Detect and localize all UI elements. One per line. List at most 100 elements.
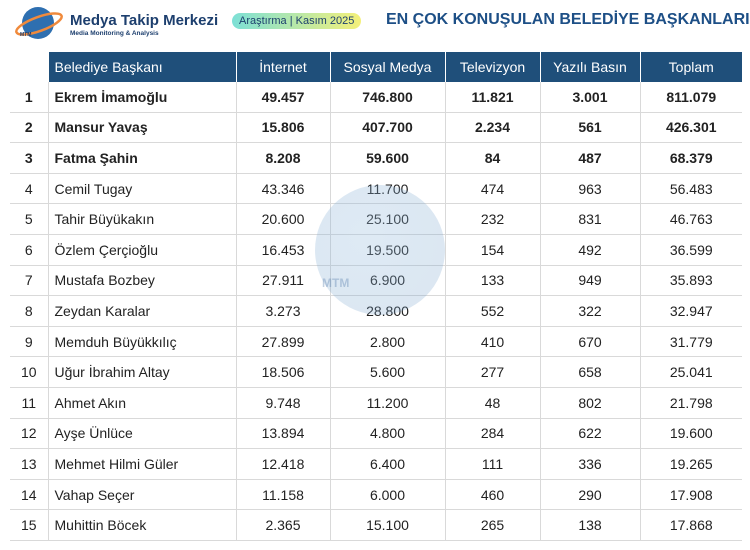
row: 12 Ayşe Ünlüce 13.894 4.800 284 622 19.600: [10, 418, 742, 450]
cell: 20.600: [235, 203, 330, 235]
cell: 16.453: [235, 234, 330, 266]
brand: Medya Takip Merkezi: [70, 12, 219, 29]
cell: 27.911: [235, 265, 330, 297]
cell: 284: [444, 418, 540, 450]
cell: 18.506: [235, 356, 330, 388]
cell: 21.798: [639, 387, 742, 419]
header-cell: Sosyal Medya: [329, 52, 445, 82]
cell: 154: [444, 234, 540, 266]
cell: 8.208: [235, 142, 330, 174]
cell: Muhittin Böcek: [47, 509, 236, 541]
logo: [15, 7, 63, 39]
cell: 43.346: [235, 173, 330, 205]
row: 10 Uğur İbrahim Altay 18.506 5.600 277 658 25.…: [10, 356, 742, 388]
cell: 949: [539, 265, 640, 297]
cell: 19.265: [639, 448, 742, 480]
cell: 27.899: [235, 326, 330, 358]
cell: 31.779: [639, 326, 742, 358]
cell: 426.301: [639, 112, 742, 144]
cell: 19.600: [639, 418, 742, 450]
cell: 19.500: [329, 234, 445, 266]
header-cell: Toplam: [639, 52, 742, 82]
row: 9 Memduh Büyükkılıç 27.899 2.800 410 670 31.77…: [10, 326, 742, 358]
logo-orbit: [15, 12, 63, 36]
cell: 12.418: [235, 448, 330, 480]
cell: Mustafa Bozbey: [47, 265, 236, 297]
header: MTM Medya Takip Merkezi Media Monitoring…: [0, 0, 750, 48]
cell: 5: [10, 203, 48, 235]
cell: 322: [539, 295, 640, 327]
cell: 10: [10, 356, 48, 388]
cell: 670: [539, 326, 640, 358]
cell: 2.800: [329, 326, 445, 358]
cell: Uğur İbrahim Altay: [47, 356, 236, 388]
cell: 36.599: [639, 234, 742, 266]
watermark: [315, 185, 445, 315]
cell: 138: [539, 509, 640, 541]
badge: Araştırma | Kasım 2025: [232, 13, 362, 29]
cell: Memduh Büyükkılıç: [47, 326, 236, 358]
cell: Mansur Yavaş: [47, 112, 236, 144]
cell: 12: [10, 418, 48, 450]
cell: 7: [10, 265, 48, 297]
cell: 17.908: [639, 479, 742, 511]
cell: 111: [444, 448, 540, 480]
cell: 9.748: [235, 387, 330, 419]
cell: 28.800: [329, 295, 445, 327]
header-cell: Televizyon: [444, 52, 540, 82]
cell: Ahmet Akın: [47, 387, 236, 419]
header-cell: Belediye Başkanı: [47, 52, 236, 82]
cell: 3: [10, 142, 48, 174]
cell: 11.158: [235, 479, 330, 511]
cell: 84: [444, 142, 540, 174]
table-body: 1 Ekrem İmamoğlu 49.457 746.800 11.821 3.001 8…: [10, 82, 742, 541]
cell: 802: [539, 387, 640, 419]
cell: 492: [539, 234, 640, 266]
cell: 68.379: [639, 142, 742, 174]
row: 14 Vahap Seçer 11.158 6.000 460 290 17.908: [10, 479, 742, 511]
cell: 232: [444, 203, 540, 235]
table: Belediye Başkanı İnternet Sosyal Medya Tele…: [10, 52, 742, 541]
cell: Fatma Şahin: [47, 142, 236, 174]
cell: Ekrem İmamoğlu: [47, 82, 236, 113]
cell: 2: [10, 112, 48, 144]
cell: 25.041: [639, 356, 742, 388]
cell: 1: [10, 82, 48, 113]
cell: 13.894: [235, 418, 330, 450]
cell: 336: [539, 448, 640, 480]
row: 15 Muhittin Böcek 2.365 15.100 265 138 17.868: [10, 509, 742, 541]
cell: 474: [444, 173, 540, 205]
cell: 552: [444, 295, 540, 327]
cell: 15: [10, 509, 48, 541]
cell: 8: [10, 295, 48, 327]
cell: Cemil Tugay: [47, 173, 236, 205]
cell: 622: [539, 418, 640, 450]
cell: 6.900: [329, 265, 445, 297]
cell: 265: [444, 509, 540, 541]
cell: 6.000: [329, 479, 445, 511]
cell: 15.806: [235, 112, 330, 144]
cell: 59.600: [329, 142, 445, 174]
cell: 11.700: [329, 173, 445, 205]
row: 13 Mehmet Hilmi Güler 12.418 6.400 111 336 19.…: [10, 448, 742, 480]
cell: 6: [10, 234, 48, 266]
cell: 746.800: [329, 82, 445, 113]
cell: 963: [539, 173, 640, 205]
cell: 2.365: [235, 509, 330, 541]
row: 2 Mansur Yavaş 15.806 407.700 2.234 561 426.30…: [10, 112, 742, 144]
table-head: Belediye Başkanı İnternet Sosyal Medya Tele…: [10, 52, 742, 82]
header-cell: İnternet: [235, 52, 330, 82]
row: 3 Fatma Şahin 8.208 59.600 84 487 68.379: [10, 142, 742, 174]
cell: 11: [10, 387, 48, 419]
cell: Mehmet Hilmi Güler: [47, 448, 236, 480]
cell: 277: [444, 356, 540, 388]
cell: 658: [539, 356, 640, 388]
cell: 32.947: [639, 295, 742, 327]
cell: 561: [539, 112, 640, 144]
cell: 407.700: [329, 112, 445, 144]
